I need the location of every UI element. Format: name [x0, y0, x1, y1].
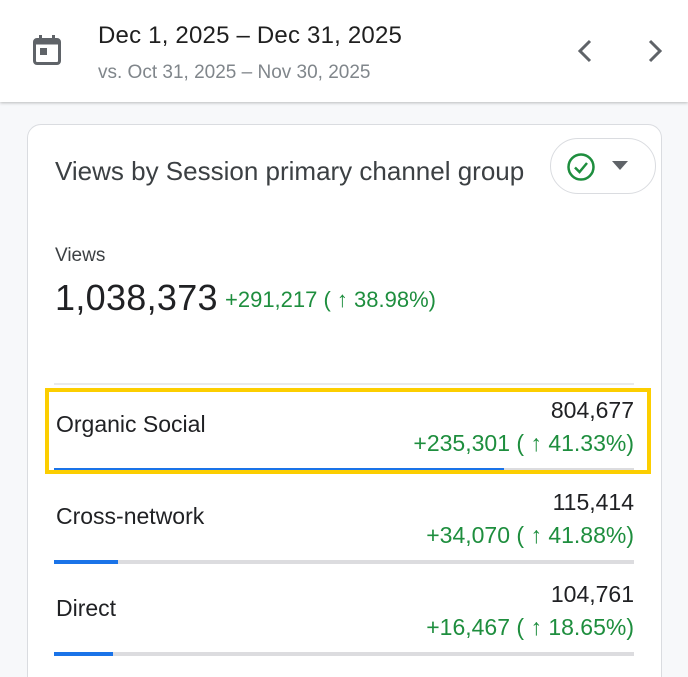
metric-total-value: 1,038,373	[55, 277, 218, 318]
channel-change: +34,070 ( ↑ 41.88%)	[426, 522, 634, 548]
data-quality-dropdown[interactable]	[550, 138, 656, 194]
calendar-icon[interactable]	[33, 35, 61, 65]
channel-value: 104,761	[550, 581, 634, 607]
channel-label: Direct	[56, 595, 117, 621]
date-range-header: Dec 1, 2025 – Dec 31, 2025 vs. Oct 31, 2…	[0, 0, 688, 102]
date-range-label[interactable]: Dec 1, 2025 – Dec 31, 2025	[98, 22, 403, 49]
share-bar	[54, 560, 634, 564]
channel-row-direct[interactable]: Direct 104,761 +16,467 ( ↑ 18.65%)	[54, 571, 634, 663]
chevron-left-icon[interactable]	[570, 34, 600, 68]
comparison-range-label: vs. Oct 31, 2025 – Nov 30, 2025	[98, 62, 371, 83]
dropdown-caret-icon	[612, 161, 628, 170]
card-title: Views by Session primary channel group	[55, 156, 525, 186]
divider	[54, 383, 634, 385]
channel-change: +16,467 ( ↑ 18.65%)	[426, 614, 634, 640]
share-bar-fill	[54, 652, 113, 656]
channel-value: 115,414	[552, 489, 634, 515]
share-bar-fill	[54, 468, 504, 472]
views-by-channel-card: Views by Session primary channel group V…	[27, 124, 662, 677]
metric-change: +291,217 ( ↑ 38.98%)	[225, 287, 436, 312]
share-bar-fill	[54, 560, 119, 564]
channel-label: Organic Social	[56, 411, 206, 437]
channel-change: +235,301 ( ↑ 41.33%)	[413, 430, 634, 456]
channel-row-organic-social[interactable]: Organic Social 804,677 +235,301 ( ↑ 41.3…	[54, 387, 634, 479]
share-bar	[54, 468, 634, 472]
metric-label: Views	[55, 245, 106, 266]
share-bar	[54, 652, 634, 656]
channel-row-cross-network[interactable]: Cross-network 115,414 +34,070 ( ↑ 41.88%…	[54, 479, 634, 571]
check-circle-icon	[567, 153, 595, 181]
channel-label: Cross-network	[56, 503, 205, 529]
chevron-right-icon[interactable]	[640, 34, 670, 68]
channel-value: 804,677	[550, 397, 634, 423]
